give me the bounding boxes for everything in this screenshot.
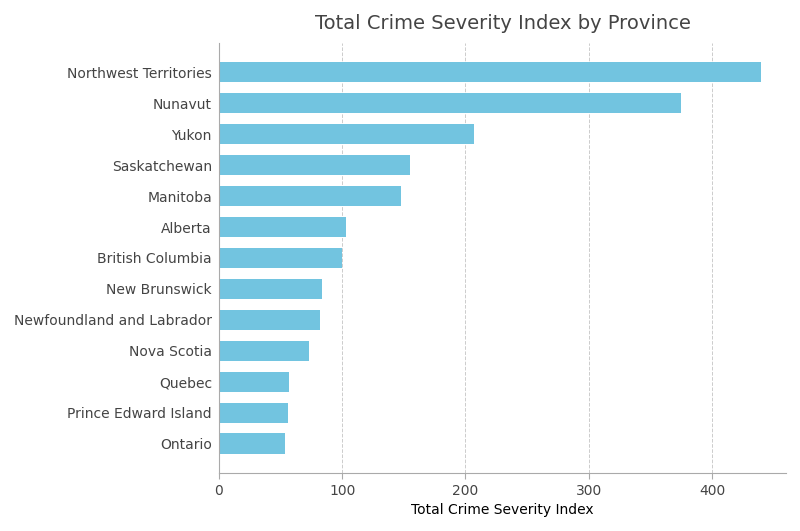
Bar <box>219 248 342 268</box>
Bar <box>219 310 320 330</box>
Bar <box>219 155 410 175</box>
Bar <box>219 62 762 82</box>
Title: Total Crime Severity Index by Province: Total Crime Severity Index by Province <box>314 14 690 33</box>
Bar <box>219 433 286 453</box>
Bar <box>219 341 309 361</box>
Bar <box>219 279 322 299</box>
Bar <box>219 93 682 114</box>
Bar <box>219 402 288 423</box>
X-axis label: Total Crime Severity Index: Total Crime Severity Index <box>411 503 594 517</box>
Bar <box>219 217 346 237</box>
Bar <box>219 186 402 206</box>
Bar <box>219 124 474 144</box>
Bar <box>219 372 289 392</box>
